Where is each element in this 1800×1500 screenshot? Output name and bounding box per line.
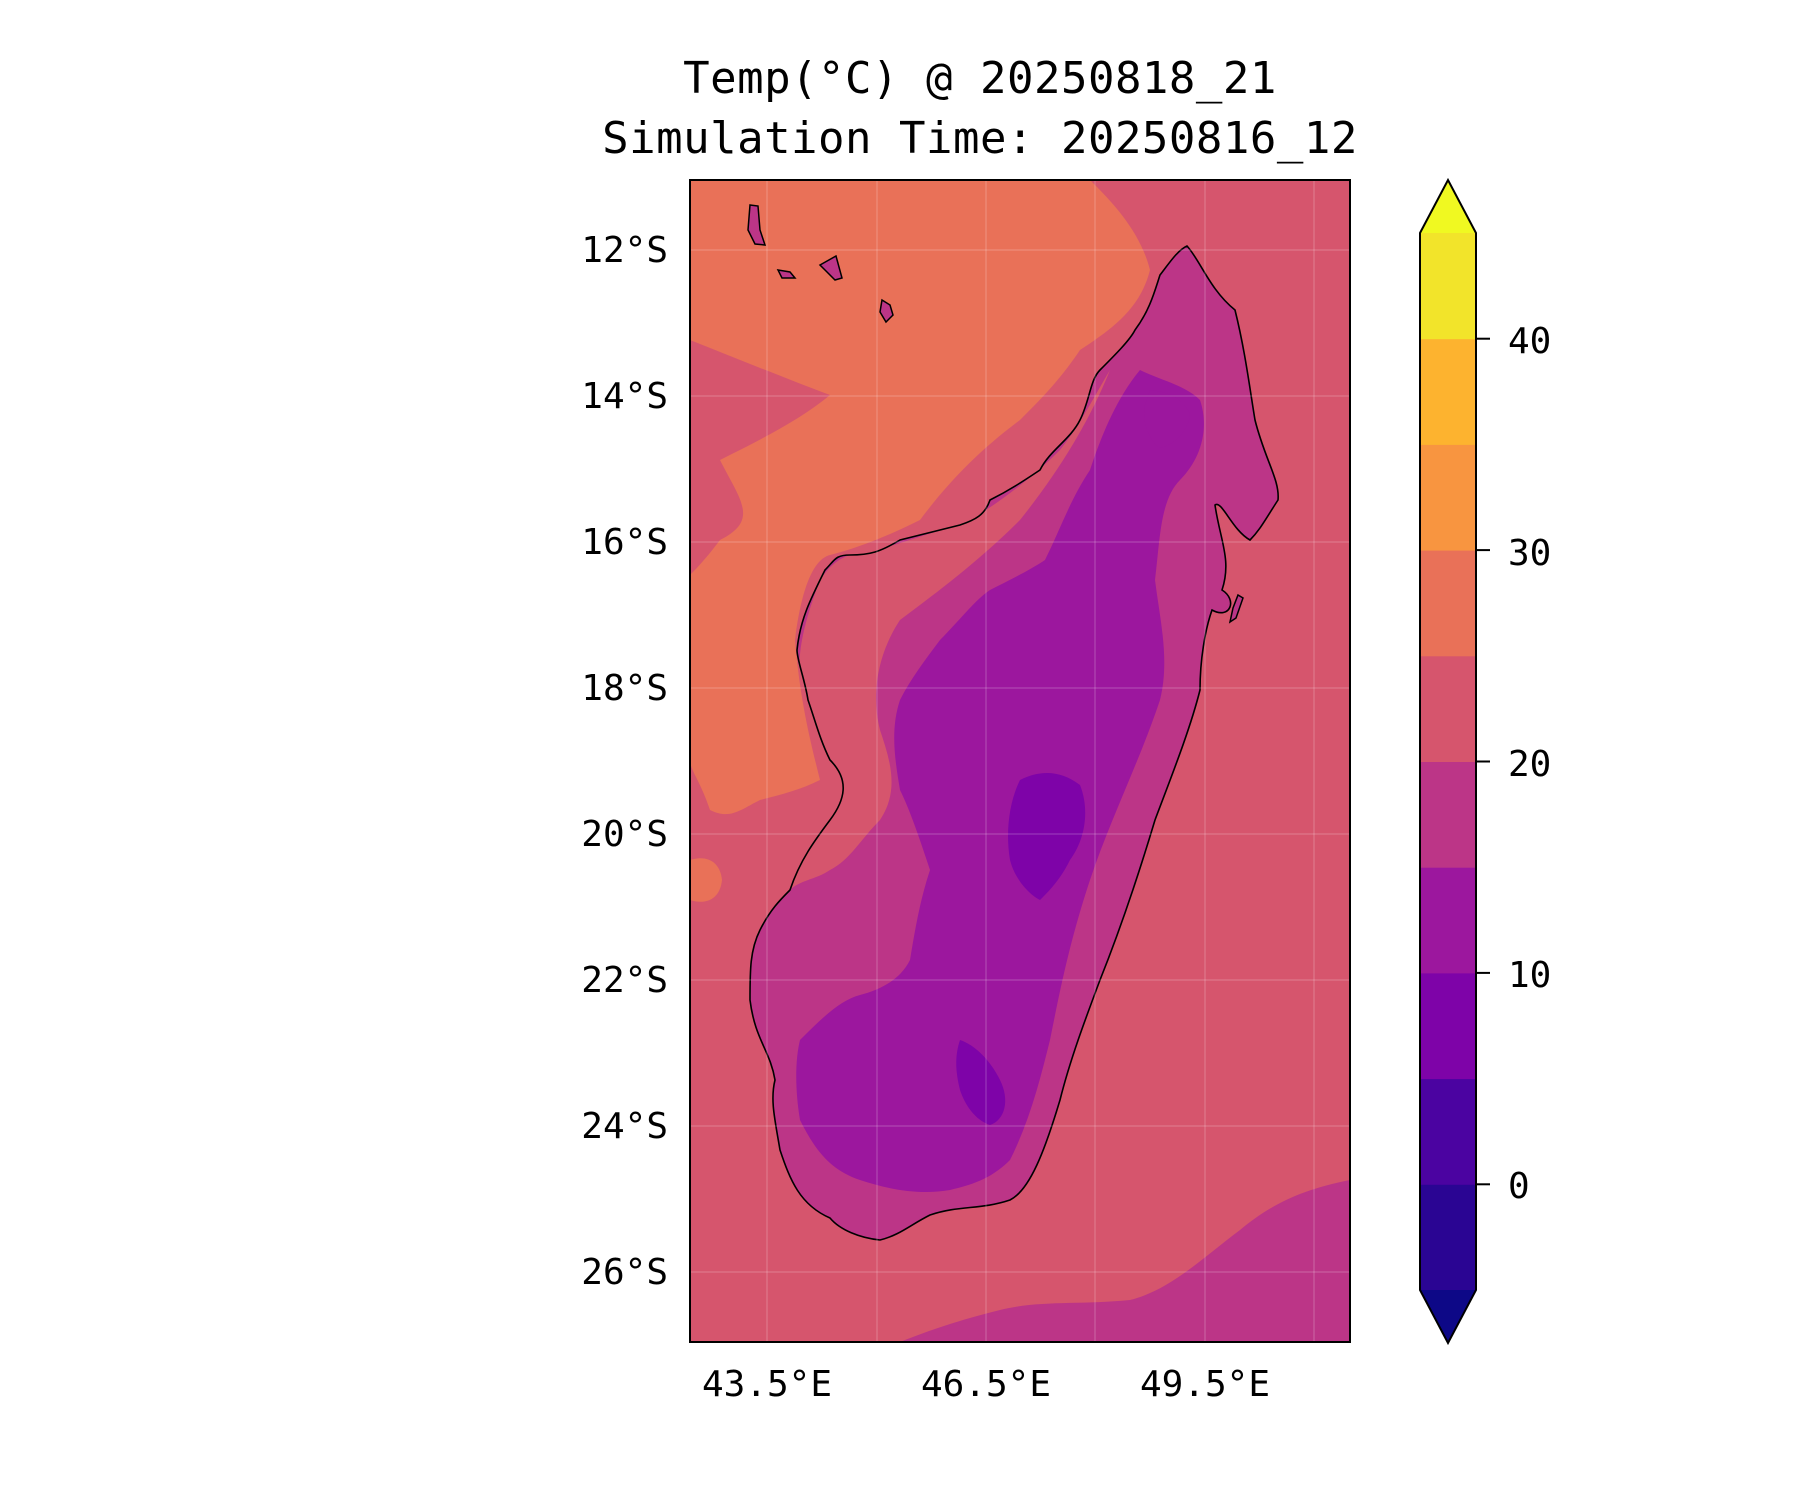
lat-tick-label: 14°S [581,376,668,417]
warm-ocean-25-30 [690,180,1150,815]
lat-tick-label: 16°S [581,522,668,563]
highlands-core-south-5-10 [956,1040,1006,1125]
map-area [690,180,1350,1342]
colorbar-over-extension [1420,180,1476,233]
colorbar-tick-label: 10 [1508,955,1551,996]
warm-ocean-patch-west [690,858,722,902]
colorbar-tick-label: 20 [1508,744,1551,785]
island-comoros-2 [776,269,797,279]
lon-tick-label: 46.5°E [921,1364,1051,1405]
longitude-labels: 43.5°E 46.5°E 49.5°E [702,1364,1270,1405]
island-mayotte [879,298,894,324]
colorbar-tick-label: 40 [1508,321,1551,362]
colorbar-under-extension [1420,1290,1476,1343]
map-frame [689,179,1351,1343]
island-sainte-marie [1228,593,1244,624]
colorbar-tick-label: 0 [1508,1166,1530,1207]
southern-ocean-15-20 [900,1180,1350,1342]
colorbar-bin [1420,1078,1476,1185]
highlands-10-15 [796,370,1204,1192]
colorbar-bin [1420,867,1476,974]
temperature-colorbar [1419,177,1490,1346]
lat-tick-label: 24°S [581,1106,668,1147]
map-title: Temp(°C) @ 20250818_21 [683,53,1277,104]
lat-tick-label: 12°S [581,230,668,271]
colorbar-bin [1420,761,1476,868]
colorbar-bin [1420,972,1476,1080]
land-west-coast-20-25 [790,370,1110,890]
colorbar-tick-label: 30 [1508,533,1551,574]
simulation-time-subtitle: Simulation Time: 20250816_12 [602,113,1358,164]
lon-tick-label: 49.5°E [1140,1364,1270,1405]
colorbar-bin [1420,1184,1476,1291]
island-comoros-3 [818,254,843,281]
lon-tick-label: 43.5°E [702,1364,832,1405]
colorbar-tick-labels: 40 30 20 10 0 [1508,321,1551,1207]
lat-tick-label: 18°S [581,668,668,709]
colorbar-bin [1420,655,1476,762]
lat-tick-label: 26°S [581,1252,668,1293]
colorbar-bin [1420,444,1476,551]
colorbar-bin [1420,233,1476,340]
colorbar-outline [1419,177,1477,1346]
madagascar-coastline [749,245,1279,1241]
highlands-core-5-10 [1008,773,1086,900]
ocean-tongue-20-25 [690,340,830,575]
colorbar-bin [1420,338,1476,445]
lat-tick-label: 22°S [581,960,668,1001]
map-gridlines [690,180,1350,1342]
island-comoros-1 [747,204,767,246]
highlands-core-north-5-10 [1144,390,1190,448]
latitude-labels: 12°S 14°S 16°S 18°S 20°S 22°S 24°S 26°S [581,230,668,1293]
colorbar-bin [1420,550,1476,657]
lat-tick-label: 20°S [581,814,668,855]
